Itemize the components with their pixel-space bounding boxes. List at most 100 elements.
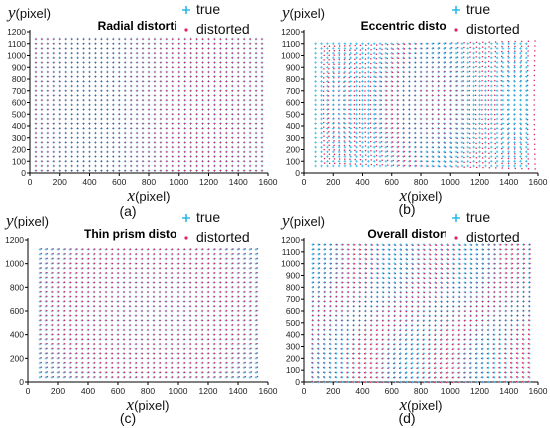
distorted-point (328, 130, 330, 133)
distorted-point (159, 343, 161, 345)
distorted-point (353, 90, 356, 92)
distorted-point (243, 169, 245, 172)
distorted-point (117, 376, 120, 378)
distorted-point (47, 71, 49, 73)
distorted-point (154, 75, 156, 78)
true-point (525, 51, 528, 55)
distorted-point (438, 151, 441, 153)
distorted-point (141, 376, 144, 378)
distorted-point (47, 94, 49, 97)
distorted-point (35, 113, 37, 115)
distorted-point (189, 160, 192, 162)
distorted-point (426, 66, 428, 68)
distorted-point (414, 132, 417, 134)
distorted-point (59, 160, 61, 162)
true-point (501, 84, 505, 88)
true-point (320, 117, 323, 121)
distorted-point (70, 38, 73, 40)
distorted-point (166, 52, 168, 54)
distorted-point (493, 89, 496, 92)
distorted-point (344, 158, 346, 160)
distorted-point (231, 71, 234, 73)
x-tick-label: 600 (385, 177, 399, 187)
distorted-point (154, 127, 156, 130)
distorted-point (244, 347, 246, 350)
true-point (349, 108, 353, 111)
distorted-point (507, 128, 509, 131)
distorted-point (148, 113, 150, 115)
true-point (320, 75, 323, 78)
distorted-point (47, 57, 49, 59)
distorted-point (456, 51, 459, 54)
distorted-point (207, 169, 210, 172)
distorted-point (534, 158, 536, 160)
y-tick-label: 400 (12, 121, 26, 131)
distorted-point (403, 160, 406, 162)
distorted-point (178, 66, 180, 68)
distorted-point (409, 52, 411, 55)
true-point (519, 56, 522, 60)
distorted-point (481, 147, 484, 150)
distorted-point (82, 122, 85, 125)
distorted-point (386, 136, 388, 138)
distorted-point (52, 375, 55, 378)
distorted-point (475, 128, 477, 130)
distorted-point (403, 164, 406, 167)
distorted-point (369, 81, 372, 83)
distorted-point (353, 117, 356, 120)
distorted-point (219, 347, 222, 350)
distorted-point (117, 362, 120, 364)
true-point (326, 56, 329, 60)
distorted-point (106, 75, 109, 78)
true-point (326, 103, 329, 107)
distorted-point (364, 71, 366, 74)
distorted-point (88, 61, 91, 64)
distorted-point (87, 347, 90, 350)
distorted-point (231, 61, 234, 64)
distorted-point (359, 140, 361, 143)
distorted-point (94, 94, 97, 97)
true-point (314, 61, 317, 64)
distorted-point (70, 371, 72, 373)
distorted-point (451, 166, 453, 168)
true-point (513, 47, 516, 50)
distorted-point (359, 53, 361, 56)
distorted-point (136, 43, 138, 45)
distorted-point (195, 38, 198, 40)
distorted-point (201, 352, 204, 355)
distorted-point (450, 80, 452, 82)
distorted-point (527, 55, 529, 57)
distorted-point (249, 108, 251, 111)
distorted-point (392, 43, 394, 46)
x-tick-label: 1000 (441, 177, 460, 187)
distorted-point (112, 99, 115, 101)
distorted-point (403, 48, 406, 50)
distorted-point (88, 160, 91, 162)
distorted-point (136, 52, 138, 54)
distorted-point (64, 160, 67, 162)
distorted-point (487, 65, 490, 68)
y-tick-label: 700 (286, 86, 300, 96)
distorted-point (195, 141, 198, 144)
distorted-point (130, 90, 132, 92)
distorted-point (469, 142, 471, 145)
distorted-point (88, 132, 91, 134)
true-point (513, 65, 516, 69)
distorted-point (207, 38, 210, 40)
distorted-point (64, 75, 67, 78)
distorted-point (432, 132, 434, 134)
distorted-point (76, 52, 79, 54)
true-point (484, 75, 487, 78)
distorted-point (58, 347, 60, 350)
true-point (472, 136, 475, 140)
distorted-point (183, 371, 186, 373)
distorted-point (494, 142, 496, 145)
distorted-point (171, 376, 174, 378)
distorted-point (136, 99, 138, 101)
x-tick-label: 0 (302, 177, 307, 187)
distorted-point (142, 75, 144, 78)
distorted-point (112, 94, 115, 97)
distorted-point (243, 151, 245, 153)
distorted-point (414, 80, 417, 83)
distorted-point (52, 371, 54, 373)
